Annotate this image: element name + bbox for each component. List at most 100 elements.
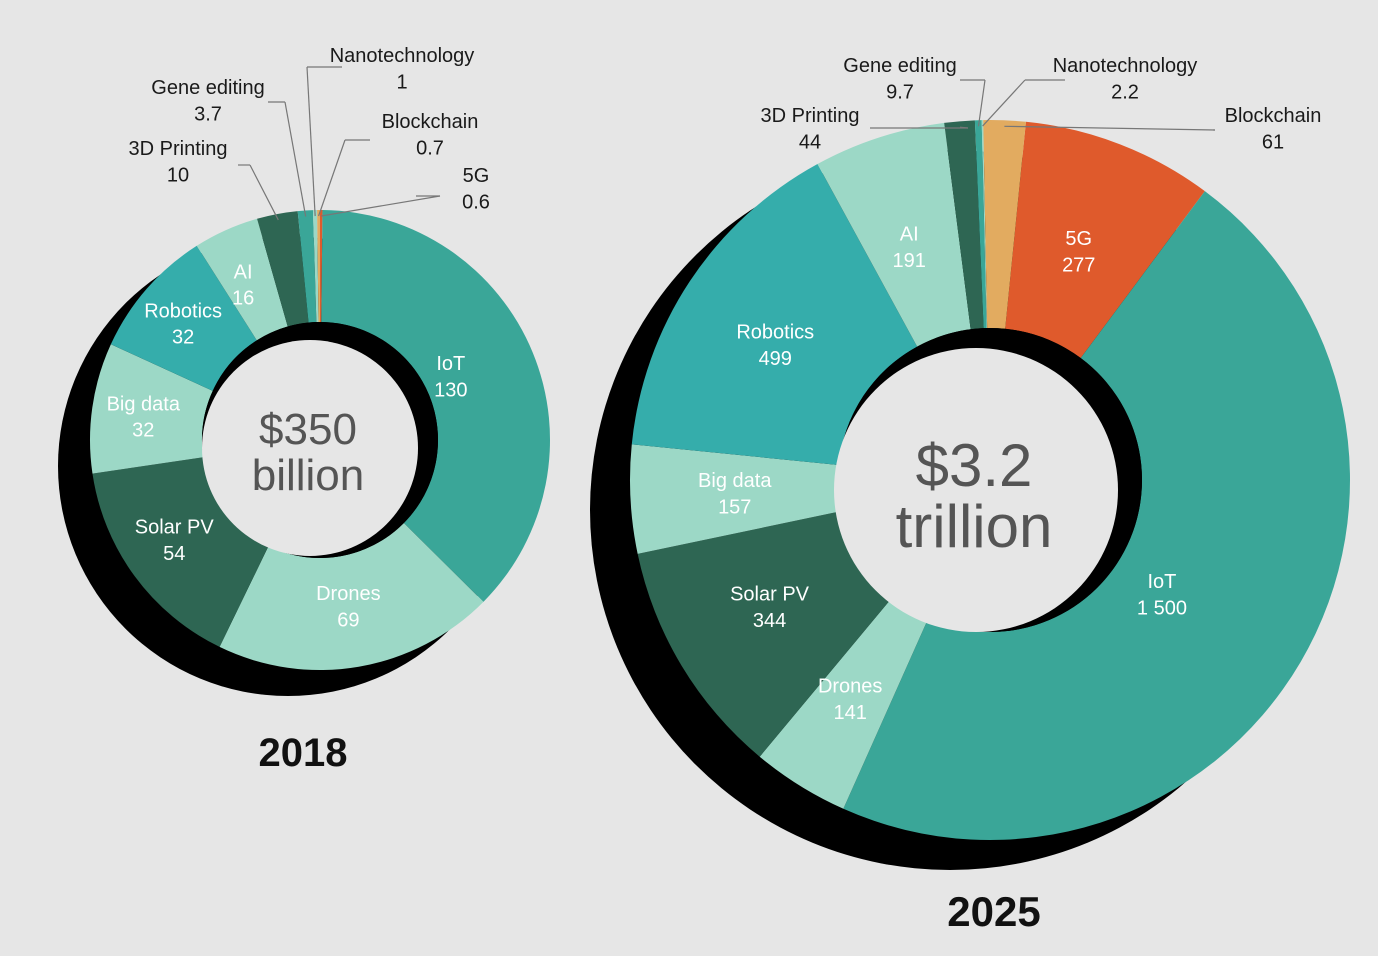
callout-line-5g [321, 195, 441, 217]
label-solar-pv: Solar PV 344 [730, 584, 810, 632]
label-blockchain-name: Blockchain [1225, 105, 1322, 127]
slice-nanotechnology [981, 120, 988, 329]
label-ai: AI 191 [893, 223, 926, 271]
slice-3d-printing [257, 211, 309, 327]
label-5g-value: 277 [1062, 254, 1095, 276]
label-iot-value: 130 [434, 379, 467, 401]
callout-line-gene-editing [977, 79, 986, 127]
label-blockchain-name: Blockchain [382, 111, 479, 133]
label-3d-printing-name: 3D Printing [129, 138, 228, 160]
donut-hole [834, 348, 1118, 632]
center-total-unit: trillion [896, 493, 1053, 560]
label-nanotechnology: Nanotechnology 2.2 [1053, 55, 1198, 103]
label-gene-editing: Gene editing 3.7 [151, 77, 264, 125]
slice-gene-editing [974, 120, 987, 329]
label-3d-printing-name: 3D Printing [761, 105, 860, 127]
donut-hole [202, 340, 418, 556]
label-gene-editing-value: 3.7 [194, 103, 222, 125]
label-3d-printing: 3D Printing 10 [129, 138, 228, 186]
label-ai: AI 16 [232, 261, 254, 309]
label-gene-editing: Gene editing 9.7 [843, 55, 956, 103]
label-drones: Drones 141 [818, 675, 882, 723]
label-robotics-value: 32 [172, 327, 194, 349]
label-nanotechnology-value: 2.2 [1111, 81, 1139, 103]
label-solar-pv-value: 54 [163, 543, 185, 565]
label-3d-printing-value: 44 [799, 131, 821, 153]
label-ai-value: 191 [893, 250, 926, 272]
year-label: 2025 [947, 888, 1040, 935]
label-iot-name: IoT [1148, 571, 1177, 593]
slice-iot [843, 191, 1351, 841]
label-big-data-value: 157 [718, 497, 751, 519]
label-drones-value: 141 [834, 702, 867, 724]
label-robotics-name: Robotics [144, 300, 222, 322]
slice-drones [219, 523, 484, 670]
label-solar-pv-name: Solar PV [730, 584, 810, 606]
label-blockchain: Blockchain 0.7 [382, 111, 479, 159]
label-gene-editing-value: 9.7 [886, 81, 914, 103]
slice-big-data [89, 344, 213, 474]
label-5g-name: 5G [463, 165, 490, 187]
label-iot-name: IoT [436, 353, 465, 375]
slice-blockchain [983, 119, 1026, 329]
slice-robotics [631, 164, 918, 465]
label-solar-pv: Solar PV 54 [135, 517, 215, 565]
label-3d-printing: 3D Printing 44 [761, 105, 860, 153]
label-robotics-value: 499 [759, 348, 792, 370]
slice-iot [321, 210, 550, 602]
slice-ai [817, 122, 971, 347]
callout-line-nanotechnology [982, 79, 1026, 127]
label-gene-editing-name: Gene editing [843, 55, 956, 77]
callout-line-blockchain [1004, 125, 1216, 131]
label-iot: IoT 1 500 [1137, 571, 1187, 619]
label-blockchain-value: 61 [1262, 131, 1284, 153]
slice-gene-editing [297, 210, 317, 323]
label-big-data: Big data 157 [698, 470, 772, 518]
label-big-data-name: Big data [107, 393, 181, 415]
slice-solar-pv [637, 511, 893, 757]
center-total-value: $3.2 [916, 432, 1033, 499]
label-big-data-name: Big data [698, 470, 772, 492]
callout-line-blockchain [318, 139, 346, 217]
label-ai-name: AI [900, 223, 919, 245]
label-drones-name: Drones [316, 583, 380, 605]
label-5g-name: 5G [1065, 228, 1092, 250]
year-label: 2018 [259, 731, 348, 775]
label-drones-name: Drones [818, 675, 882, 697]
slice-drones [759, 596, 929, 809]
label-ai-name: AI [234, 261, 253, 283]
label-drones-value: 69 [337, 609, 359, 631]
label-ai-value: 16 [232, 288, 254, 310]
label-solar-pv-name: Solar PV [135, 517, 215, 539]
slice-nanotechnology [312, 210, 319, 323]
slice-5g [320, 210, 323, 323]
slice-5g [1005, 121, 1205, 359]
label-5g-value: 0.6 [462, 191, 490, 213]
label-robotics: Robotics 499 [736, 321, 814, 369]
label-solar-pv-value: 344 [753, 610, 786, 632]
slice-3d-printing [944, 120, 984, 330]
label-nanotechnology-value: 1 [396, 71, 407, 93]
slice-robotics [110, 245, 257, 391]
label-nanotechnology-name: Nanotechnology [330, 45, 475, 67]
center-total-unit: billion [252, 451, 365, 500]
center-total-value: $350 [259, 405, 357, 454]
callout-line-nanotechnology [306, 66, 316, 217]
label-nanotechnology-name: Nanotechnology [1053, 55, 1198, 77]
callout-line-3d-printing [249, 164, 279, 221]
label-5g: 5G 277 [1062, 228, 1095, 276]
callout-line-gene-editing [284, 101, 307, 217]
label-nanotechnology: Nanotechnology 1 [330, 45, 475, 93]
label-blockchain: Blockchain 61 [1225, 105, 1322, 153]
label-5g: 5G 0.6 [462, 165, 490, 213]
slice-ai [196, 218, 288, 341]
label-drones: Drones 69 [316, 583, 380, 631]
label-3d-printing-value: 10 [167, 164, 189, 186]
label-robotics-name: Robotics [736, 321, 814, 343]
slice-big-data [630, 444, 842, 554]
label-blockchain-value: 0.7 [416, 137, 444, 159]
label-iot-value: 1 500 [1137, 597, 1187, 619]
slice-blockchain [317, 210, 320, 323]
